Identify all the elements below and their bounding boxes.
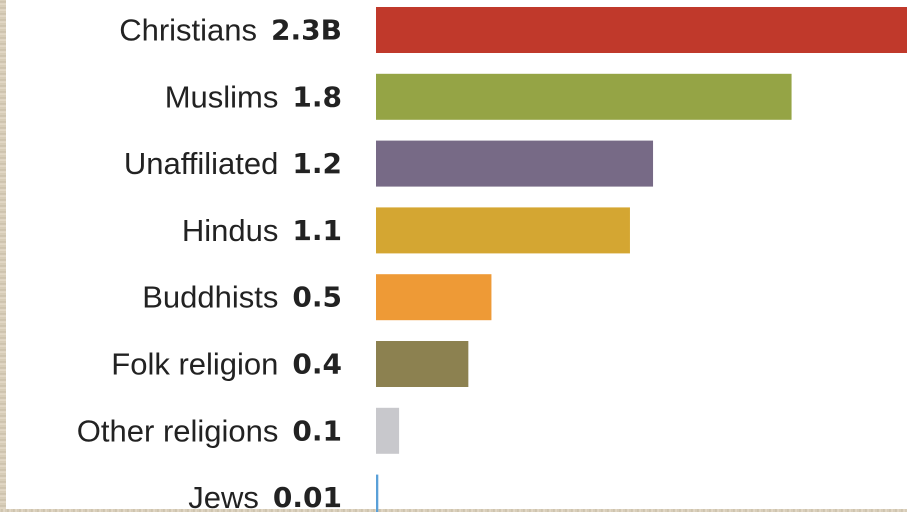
value-label: 2.3B: [271, 14, 342, 47]
bar-other-religions: [376, 407, 400, 454]
value-label: 0.5: [292, 281, 342, 314]
category-label: Other religions: [77, 413, 279, 448]
category-label: Unaffiliated: [124, 146, 279, 181]
value-label: 1.2: [292, 147, 342, 180]
bar-folk-religion: [376, 341, 469, 387]
bar-unaffiliated: [376, 140, 654, 187]
bottom-frame-edge: [0, 509, 907, 512]
value-label: 0.01: [273, 481, 342, 512]
bar-jews: [376, 474, 379, 512]
category-label: Muslims: [165, 79, 279, 114]
category-label: Folk religion: [111, 347, 278, 382]
category-label: Hindus: [182, 213, 279, 248]
left-frame-edge: [0, 0, 6, 512]
category-label: Buddhists: [142, 280, 278, 315]
bar-buddhists: [376, 274, 492, 321]
value-label: 1.1: [292, 214, 342, 247]
value-label: 0.4: [292, 348, 342, 381]
value-label: 0.1: [292, 414, 342, 447]
bar-hindus: [376, 207, 630, 254]
value-label: 1.8: [292, 80, 342, 113]
category-label: Jews: [188, 480, 259, 512]
bar-christians: [376, 7, 907, 53]
bar-muslims: [376, 73, 792, 120]
category-label: Christians: [119, 13, 257, 48]
